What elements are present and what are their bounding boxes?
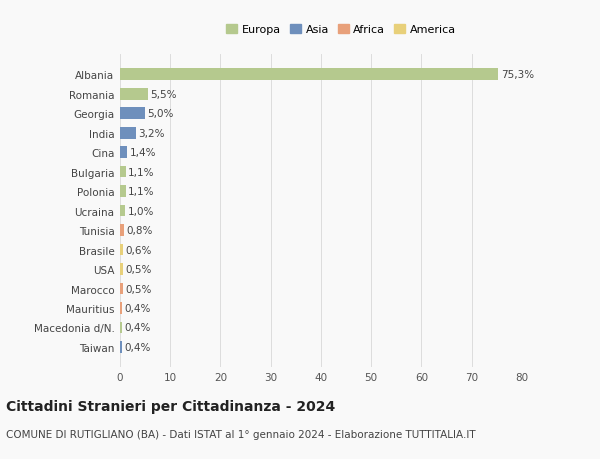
Bar <box>120 322 122 334</box>
Bar <box>120 341 122 353</box>
Bar <box>120 244 123 256</box>
Bar <box>120 89 148 101</box>
Bar <box>120 225 124 236</box>
Text: Cittadini Stranieri per Cittadinanza - 2024: Cittadini Stranieri per Cittadinanza - 2… <box>6 399 335 413</box>
Text: 0,6%: 0,6% <box>125 245 152 255</box>
Bar <box>120 147 127 159</box>
Bar <box>120 205 125 217</box>
Text: 1,1%: 1,1% <box>128 187 155 197</box>
Bar <box>120 69 499 81</box>
Bar <box>120 263 122 275</box>
Text: 1,4%: 1,4% <box>130 148 156 158</box>
Text: 0,5%: 0,5% <box>125 284 151 294</box>
Text: 1,1%: 1,1% <box>128 167 155 177</box>
Legend: Europa, Asia, Africa, America: Europa, Asia, Africa, America <box>222 20 460 39</box>
Text: 0,4%: 0,4% <box>125 323 151 333</box>
Bar <box>120 186 125 197</box>
Text: 3,2%: 3,2% <box>139 129 165 139</box>
Text: 0,4%: 0,4% <box>125 303 151 313</box>
Text: 0,4%: 0,4% <box>125 342 151 352</box>
Text: 0,8%: 0,8% <box>127 225 153 235</box>
Bar <box>120 302 122 314</box>
Bar <box>120 108 145 120</box>
Bar <box>120 167 125 178</box>
Text: 5,5%: 5,5% <box>150 90 176 100</box>
Bar <box>120 283 122 295</box>
Bar <box>120 128 136 139</box>
Text: 75,3%: 75,3% <box>501 70 534 80</box>
Text: 0,5%: 0,5% <box>125 264 151 274</box>
Text: COMUNE DI RUTIGLIANO (BA) - Dati ISTAT al 1° gennaio 2024 - Elaborazione TUTTITA: COMUNE DI RUTIGLIANO (BA) - Dati ISTAT a… <box>6 429 476 439</box>
Text: 1,0%: 1,0% <box>128 206 154 216</box>
Text: 5,0%: 5,0% <box>148 109 174 119</box>
